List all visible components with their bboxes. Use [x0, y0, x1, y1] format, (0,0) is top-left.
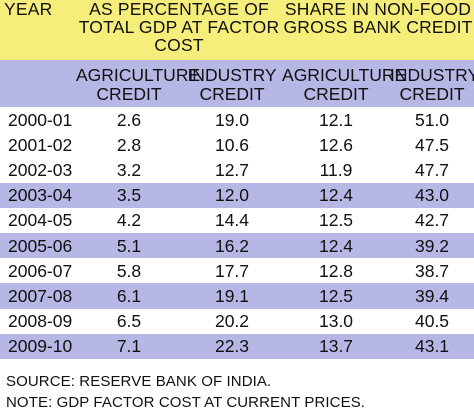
- gdp-ind-cell: 19.0: [214, 109, 250, 130]
- source-note: SOURCE: RESERVE BANK OF INDIA.: [6, 373, 272, 390]
- credit-table-container: YEAR AS PERCENTAGE OF TOTAL GDP AT FACTO…: [0, 0, 474, 359]
- share-ind-cell: 51.0: [414, 109, 450, 130]
- year-cell: 2006-07: [8, 260, 73, 281]
- share-agri-cell: 12.4: [318, 185, 354, 206]
- table-row: 2007-08 6.1 19.1 12.5 39.4: [0, 283, 474, 309]
- gdp-agri-cell: 3.2: [116, 159, 142, 180]
- table-row: 2002-03 3.2 12.7 11.9 47.7: [0, 157, 474, 183]
- share-agri-cell: 13.7: [318, 336, 354, 357]
- share-ind-cell: 40.5: [414, 311, 450, 332]
- share-ind-cell: 47.5: [414, 134, 450, 155]
- gdp-ind-cell: 17.7: [214, 260, 250, 281]
- table-row: 2000-01 2.6 19.0 12.1 51.0: [0, 107, 474, 133]
- share-agri-cell: 12.1: [318, 109, 354, 130]
- year-cell: 2003-04: [8, 185, 73, 206]
- share-ind-cell: 47.7: [414, 159, 450, 180]
- table-row: 2001-02 2.8 10.6 12.6 47.5: [0, 132, 474, 158]
- gdp-agri-cell: 7.1: [116, 336, 142, 357]
- share-ind-cell: 43.1: [414, 336, 450, 357]
- gdp-industry-credit-header: INDUSTRY CREDIT: [187, 65, 277, 104]
- share-ind-cell: 43.0: [414, 185, 450, 206]
- header-subtitle-row: AGRICULTURE CREDIT INDUSTRY CREDIT AGRIC…: [0, 60, 474, 107]
- share-ind-cell: 39.4: [414, 285, 450, 306]
- year-cell: 2001-02: [8, 134, 73, 155]
- gdp-ind-cell: 22.3: [214, 336, 250, 357]
- gdp-agri-cell: 5.1: [116, 235, 142, 256]
- gdp-agri-cell: 3.5: [116, 185, 142, 206]
- year-cell: 2002-03: [8, 159, 73, 180]
- year-cell: 2000-01: [8, 109, 73, 130]
- table-row: 2008-09 6.5 20.2 13.0 40.5: [0, 308, 474, 334]
- table-row: 2006-07 5.8 17.7 12.8 38.7: [0, 258, 474, 284]
- gdp-ind-cell: 12.7: [214, 159, 250, 180]
- gdp-agri-cell: 6.1: [116, 285, 142, 306]
- blank-subheader: [0, 60, 76, 107]
- share-agri-cell: 12.5: [318, 210, 354, 231]
- share-group-header: SHARE IN NON-FOOD GROSS BANK CREDIT: [283, 0, 473, 37]
- gdp-group-header: AS PERCENTAGE OF TOTAL GDP AT FACTOR COS…: [78, 0, 280, 55]
- table-row: 2003-04 3.5 12.0 12.4 43.0: [0, 182, 474, 208]
- share-ind-cell: 42.7: [414, 210, 450, 231]
- year-cell: 2009-10: [8, 336, 73, 357]
- share-industry-credit-header: INDUSTRY CREDIT: [390, 65, 474, 104]
- gdp-ind-cell: 20.2: [214, 311, 250, 332]
- year-cell: 2004-05: [8, 210, 73, 231]
- year-cell: 2005-06: [8, 235, 73, 256]
- share-agriculture-credit-header: AGRICULTURE CREDIT: [282, 65, 407, 104]
- gdp-agri-cell: 2.6: [116, 109, 142, 130]
- share-ind-cell: 38.7: [414, 260, 450, 281]
- share-agri-cell: 13.0: [318, 311, 354, 332]
- table-body: 2000-01 2.6 19.0 12.1 51.0 2001-02 2.8 1…: [0, 107, 474, 359]
- gdp-agri-cell: 5.8: [116, 260, 142, 281]
- table-header: YEAR AS PERCENTAGE OF TOTAL GDP AT FACTO…: [0, 0, 474, 107]
- gdp-agri-cell: 2.8: [116, 134, 142, 155]
- gdp-agri-cell: 4.2: [116, 210, 142, 231]
- share-agri-cell: 11.9: [319, 159, 353, 180]
- table-notes: SOURCE: RESERVE BANK OF INDIA. NOTE: GDP…: [6, 371, 472, 413]
- table-row: 2004-05 4.2 14.4 12.5 42.7: [0, 207, 474, 233]
- share-agri-cell: 12.4: [318, 235, 354, 256]
- share-agri-cell: 12.5: [318, 285, 354, 306]
- gdp-ind-cell: 10.6: [214, 134, 250, 155]
- gdp-agriculture-credit-header: AGRICULTURE CREDIT: [76, 65, 201, 104]
- gdp-note: NOTE: GDP FACTOR COST AT CURRENT PRICES.: [6, 394, 366, 411]
- share-ind-cell: 39.2: [414, 235, 450, 256]
- gdp-ind-cell: 19.1: [214, 285, 250, 306]
- gdp-ind-cell: 14.4: [214, 210, 250, 231]
- table-row: 2009-10 7.1 22.3 13.7 43.1: [0, 333, 474, 359]
- gdp-agri-cell: 6.5: [116, 311, 142, 332]
- share-agri-cell: 12.6: [318, 134, 354, 155]
- header-title-row: YEAR AS PERCENTAGE OF TOTAL GDP AT FACTO…: [0, 0, 474, 60]
- year-cell: 2007-08: [8, 285, 73, 306]
- credit-table: YEAR AS PERCENTAGE OF TOTAL GDP AT FACTO…: [0, 0, 474, 359]
- gdp-ind-cell: 16.2: [214, 235, 250, 256]
- table-row: 2005-06 5.1 16.2 12.4 39.2: [0, 232, 474, 259]
- year-header: YEAR: [4, 0, 53, 19]
- year-cell: 2008-09: [8, 311, 73, 332]
- gdp-ind-cell: 12.0: [214, 185, 250, 206]
- share-agri-cell: 12.8: [318, 260, 354, 281]
